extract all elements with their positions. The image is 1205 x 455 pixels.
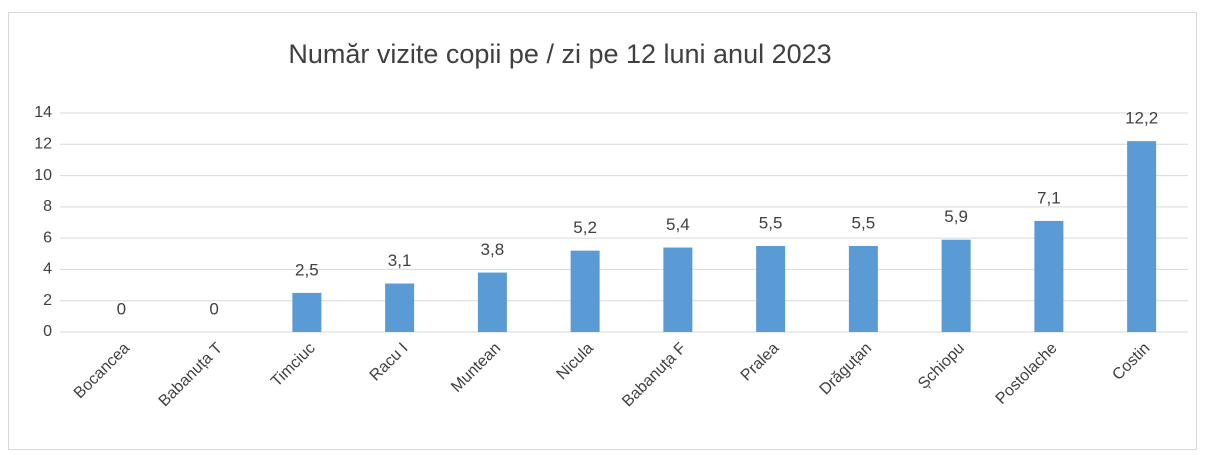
bar bbox=[756, 245, 786, 332]
y-tick-label: 2 bbox=[43, 292, 52, 309]
bar bbox=[292, 292, 322, 332]
chart-title: Număr vizite copii pe / zi pe 12 luni an… bbox=[288, 39, 831, 69]
data-label: 7,1 bbox=[1037, 188, 1061, 207]
bar bbox=[570, 250, 600, 332]
y-tick-label: 12 bbox=[34, 136, 52, 153]
y-tick-label: 6 bbox=[43, 229, 52, 246]
bar bbox=[663, 247, 693, 332]
bar bbox=[385, 283, 415, 332]
data-label: 3,1 bbox=[388, 251, 412, 270]
data-label: 0 bbox=[117, 299, 126, 318]
data-label: 5,4 bbox=[666, 215, 690, 234]
data-label: 3,8 bbox=[481, 240, 505, 259]
bar bbox=[1034, 220, 1064, 332]
bar bbox=[848, 245, 878, 332]
data-label: 2,5 bbox=[295, 260, 319, 279]
data-label: 12,2 bbox=[1125, 109, 1158, 128]
y-tick-label: 0 bbox=[43, 323, 52, 340]
y-tick-label: 8 bbox=[43, 198, 52, 215]
y-tick-label: 4 bbox=[43, 261, 52, 278]
y-tick-label: 14 bbox=[34, 104, 52, 121]
chart-border bbox=[8, 12, 1197, 450]
data-label: 5,2 bbox=[573, 218, 597, 237]
bar bbox=[477, 272, 507, 332]
data-label: 5,5 bbox=[852, 213, 876, 232]
bar bbox=[1127, 141, 1157, 332]
y-tick-label: 10 bbox=[34, 167, 52, 184]
data-label: 0 bbox=[209, 299, 218, 318]
data-label: 5,9 bbox=[944, 207, 968, 226]
data-label: 5,5 bbox=[759, 213, 783, 232]
bar bbox=[941, 239, 971, 332]
